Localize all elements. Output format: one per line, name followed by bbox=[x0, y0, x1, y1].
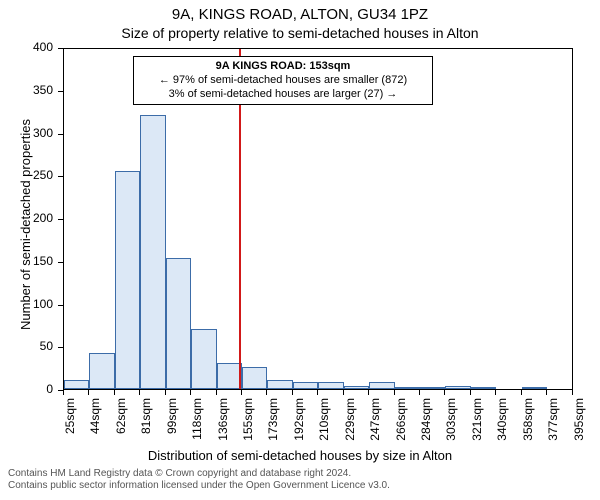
y-tick-mark bbox=[58, 91, 63, 92]
x-tick-label: 266sqm bbox=[394, 398, 408, 448]
y-tick-mark bbox=[58, 262, 63, 263]
x-tick-label: 44sqm bbox=[88, 398, 102, 448]
x-tick-mark bbox=[216, 390, 217, 395]
histogram-bar bbox=[395, 387, 420, 389]
x-tick-mark bbox=[114, 390, 115, 395]
x-tick-mark bbox=[444, 390, 445, 395]
annotation-line1: 9A KINGS ROAD: 153sqm bbox=[140, 60, 426, 74]
y-tick-label: 0 bbox=[0, 382, 53, 396]
x-tick-mark bbox=[88, 390, 89, 395]
histogram-chart: 9A, KINGS ROAD, ALTON, GU34 1PZ Size of … bbox=[0, 0, 600, 500]
histogram-bar bbox=[522, 387, 547, 389]
footer-line2: Contains public sector information licen… bbox=[8, 480, 390, 492]
x-tick-label: 173sqm bbox=[266, 398, 280, 448]
y-tick-label: 100 bbox=[0, 297, 53, 311]
footer-line1: Contains HM Land Registry data © Crown c… bbox=[8, 468, 390, 480]
y-tick-mark bbox=[58, 48, 63, 49]
x-tick-label: 284sqm bbox=[419, 398, 433, 448]
x-tick-label: 321sqm bbox=[470, 398, 484, 448]
x-tick-label: 303sqm bbox=[444, 398, 458, 448]
annotation-box: 9A KINGS ROAD: 153sqm ← 97% of semi-deta… bbox=[133, 56, 433, 105]
x-tick-label: 155sqm bbox=[241, 398, 255, 448]
x-tick-mark bbox=[63, 390, 64, 395]
y-tick-mark bbox=[58, 305, 63, 306]
histogram-bar bbox=[471, 387, 496, 389]
histogram-bar bbox=[242, 367, 267, 389]
x-tick-label: 229sqm bbox=[343, 398, 357, 448]
x-tick-label: 25sqm bbox=[63, 398, 77, 448]
histogram-bar bbox=[445, 386, 470, 389]
x-tick-mark bbox=[368, 390, 369, 395]
x-tick-label: 210sqm bbox=[317, 398, 331, 448]
x-tick-label: 340sqm bbox=[495, 398, 509, 448]
histogram-bar bbox=[64, 380, 89, 389]
x-tick-mark bbox=[317, 390, 318, 395]
x-tick-mark bbox=[572, 390, 573, 395]
x-tick-mark bbox=[190, 390, 191, 395]
y-tick-mark bbox=[58, 134, 63, 135]
y-tick-label: 200 bbox=[0, 211, 53, 225]
x-tick-mark bbox=[521, 390, 522, 395]
histogram-bar bbox=[344, 386, 369, 389]
x-tick-mark bbox=[470, 390, 471, 395]
x-tick-mark bbox=[165, 390, 166, 395]
histogram-bar bbox=[267, 380, 292, 389]
y-tick-label: 150 bbox=[0, 254, 53, 268]
chart-subtitle: Size of property relative to semi-detach… bbox=[0, 25, 600, 41]
histogram-bar bbox=[293, 382, 318, 389]
histogram-bar bbox=[420, 387, 445, 389]
x-tick-mark bbox=[292, 390, 293, 395]
histogram-bar bbox=[191, 329, 216, 389]
x-tick-label: 62sqm bbox=[114, 398, 128, 448]
x-tick-label: 192sqm bbox=[292, 398, 306, 448]
x-tick-mark bbox=[394, 390, 395, 395]
x-tick-label: 136sqm bbox=[216, 398, 230, 448]
x-tick-mark bbox=[139, 390, 140, 395]
y-tick-label: 50 bbox=[0, 339, 53, 353]
y-tick-label: 250 bbox=[0, 168, 53, 182]
x-tick-mark bbox=[546, 390, 547, 395]
histogram-bar bbox=[115, 171, 140, 389]
histogram-bar bbox=[89, 353, 114, 389]
y-tick-mark bbox=[58, 219, 63, 220]
histogram-bar bbox=[166, 258, 191, 389]
x-tick-label: 81sqm bbox=[139, 398, 153, 448]
x-tick-mark bbox=[343, 390, 344, 395]
x-tick-label: 247sqm bbox=[368, 398, 382, 448]
histogram-bar bbox=[140, 115, 165, 389]
y-tick-mark bbox=[58, 176, 63, 177]
y-tick-mark bbox=[58, 347, 63, 348]
x-tick-label: 118sqm bbox=[190, 398, 204, 448]
x-tick-label: 377sqm bbox=[546, 398, 560, 448]
histogram-bar bbox=[318, 382, 343, 389]
y-tick-label: 400 bbox=[0, 40, 53, 54]
histogram-bar bbox=[369, 382, 394, 389]
x-tick-mark bbox=[241, 390, 242, 395]
y-tick-label: 350 bbox=[0, 83, 53, 97]
x-tick-mark bbox=[266, 390, 267, 395]
footer-attribution: Contains HM Land Registry data © Crown c… bbox=[8, 468, 390, 492]
annotation-line2: ← 97% of semi-detached houses are smalle… bbox=[140, 74, 426, 88]
x-tick-label: 358sqm bbox=[521, 398, 535, 448]
x-tick-mark bbox=[495, 390, 496, 395]
x-tick-label: 99sqm bbox=[165, 398, 179, 448]
y-tick-label: 300 bbox=[0, 126, 53, 140]
annotation-line3: 3% of semi-detached houses are larger (2… bbox=[140, 88, 426, 102]
x-axis-label: Distribution of semi-detached houses by … bbox=[0, 448, 600, 463]
x-tick-mark bbox=[419, 390, 420, 395]
x-tick-label: 395sqm bbox=[572, 398, 586, 448]
chart-title: 9A, KINGS ROAD, ALTON, GU34 1PZ bbox=[0, 6, 600, 23]
